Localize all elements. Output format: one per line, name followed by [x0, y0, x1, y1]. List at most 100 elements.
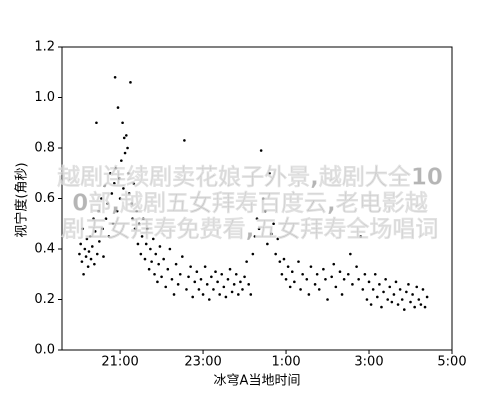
point	[120, 159, 123, 162]
point	[369, 303, 373, 306]
point	[92, 217, 95, 220]
point	[351, 283, 354, 286]
point	[118, 197, 122, 200]
point	[309, 265, 313, 268]
point	[201, 293, 205, 296]
point	[290, 270, 294, 274]
point	[228, 267, 232, 271]
point	[116, 106, 120, 109]
plot-frame	[61, 46, 453, 351]
point	[157, 262, 160, 266]
point	[111, 222, 115, 226]
point	[278, 260, 282, 263]
point	[226, 278, 230, 281]
point	[313, 283, 317, 286]
point	[150, 260, 153, 263]
point	[263, 209, 267, 213]
point	[135, 209, 138, 213]
point	[158, 245, 162, 248]
point	[156, 280, 159, 284]
watermark: 剧五女拜寿免费看,五女拜寿全场唱词	[62, 216, 439, 243]
point	[110, 192, 114, 195]
point	[282, 257, 286, 261]
point	[411, 293, 414, 296]
point	[81, 227, 85, 231]
point	[207, 298, 211, 301]
point	[251, 252, 255, 256]
point	[365, 298, 369, 301]
x-tick-label: 23:00	[184, 355, 221, 370]
point	[121, 121, 124, 125]
point	[98, 240, 101, 243]
point	[115, 209, 119, 213]
point	[189, 265, 192, 268]
point	[174, 262, 178, 266]
point	[164, 285, 168, 289]
point	[234, 272, 238, 276]
x-tick-label: 5:00	[437, 355, 466, 370]
point	[122, 136, 126, 140]
point	[137, 222, 141, 226]
point	[168, 247, 172, 251]
point	[140, 235, 144, 238]
point	[162, 257, 165, 261]
point	[346, 272, 350, 276]
point	[307, 293, 311, 296]
point	[407, 283, 410, 286]
point	[386, 298, 389, 301]
point	[93, 230, 97, 233]
point	[222, 285, 226, 289]
point	[127, 171, 130, 175]
point	[421, 288, 425, 291]
point	[398, 288, 402, 291]
point	[133, 227, 137, 231]
point	[288, 285, 292, 289]
point	[380, 305, 383, 309]
point	[247, 283, 251, 286]
point	[129, 81, 132, 84]
point	[324, 278, 327, 281]
point	[127, 192, 131, 195]
point	[396, 303, 400, 306]
point	[144, 242, 148, 246]
point	[85, 237, 89, 241]
y-axis-label: 视宁度(角秒)	[14, 162, 30, 237]
point	[108, 171, 112, 175]
point	[147, 267, 151, 271]
x-axis-label: 冰穹A当地时间	[214, 373, 301, 389]
point	[93, 262, 96, 266]
point	[191, 295, 194, 299]
point	[286, 265, 290, 268]
y-tick-label: 0.0	[34, 343, 55, 358]
point	[340, 293, 344, 296]
point	[245, 260, 248, 263]
point	[239, 280, 242, 284]
point	[338, 270, 342, 274]
point	[160, 275, 163, 279]
point	[299, 288, 302, 291]
point	[205, 283, 209, 286]
point	[178, 272, 182, 276]
point	[243, 275, 246, 279]
point	[413, 305, 416, 309]
point	[212, 288, 215, 291]
point	[106, 202, 109, 205]
watermark: 越剧连续剧卖花娘子外景,越剧大全10	[57, 164, 443, 191]
point	[218, 293, 221, 296]
x-tick-label: 1:00	[271, 355, 300, 370]
point	[405, 290, 408, 294]
point	[130, 202, 134, 205]
point	[101, 227, 104, 231]
point	[172, 293, 176, 296]
point	[423, 305, 427, 309]
point	[104, 217, 108, 220]
point	[266, 242, 269, 246]
point	[241, 288, 244, 291]
point	[332, 262, 336, 266]
point	[170, 278, 174, 281]
point	[384, 278, 387, 281]
point	[78, 252, 81, 256]
point	[139, 252, 143, 256]
point	[79, 242, 82, 246]
point	[195, 270, 199, 274]
